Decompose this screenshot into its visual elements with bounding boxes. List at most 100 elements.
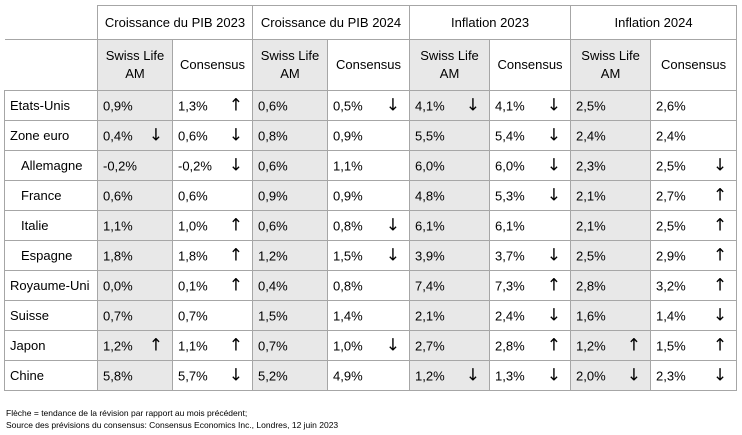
arrow-down-icon: ↓ xyxy=(546,365,562,385)
arrow-down-icon: ↓ xyxy=(546,185,562,205)
arrow-up-icon: ↑ xyxy=(228,95,244,115)
arrow-down-icon: ↓ xyxy=(546,95,562,115)
value-text: 1,0% xyxy=(333,338,363,353)
arrow-down-icon: ↓ xyxy=(228,365,244,385)
swiss-life-value-cell: 1,5% xyxy=(252,300,329,331)
row-label: Suisse xyxy=(4,300,98,331)
cell-content: 1,1% xyxy=(328,151,409,180)
consensus-value-cell: 2,9% ↑ xyxy=(650,240,738,271)
cell-content: 2,5% ↓ xyxy=(651,151,736,180)
arrow-down-icon: ↓ xyxy=(385,95,401,115)
cell-content: 0,7% xyxy=(253,331,327,360)
swiss-life-value-cell: 4,1% ↓ xyxy=(409,90,491,121)
value-text: 4,1% xyxy=(495,98,525,113)
cell-content: 5,2% xyxy=(253,361,327,390)
consensus-value-cell: 2,7% ↑ xyxy=(650,180,738,211)
consensus-value-cell: 0,1% ↑ xyxy=(171,270,254,301)
row-label: Zone euro xyxy=(4,120,98,151)
value-text: 2,5% xyxy=(576,98,606,113)
cell-content: 2,7% xyxy=(410,331,489,360)
swiss-life-value-cell: -0,2% xyxy=(97,150,173,181)
swiss-life-value-cell: 3,9% xyxy=(409,240,491,271)
cell-content: 1,3% ↑ xyxy=(173,91,252,120)
value-text: 0,4% xyxy=(258,278,288,293)
cell-content: 2,8% xyxy=(571,271,650,300)
cell-content: 0,0% xyxy=(98,271,172,300)
cell-content: 1,2% ↓ xyxy=(410,361,489,390)
cell-content: 1,2% ↑ xyxy=(571,331,650,360)
cell-content: 0,8% ↓ xyxy=(328,211,409,240)
consensus-value-cell: 3,7% ↓ xyxy=(489,240,572,271)
swiss-life-value-cell: 0,6% xyxy=(252,150,329,181)
value-text: 0,6% xyxy=(258,218,288,233)
arrow-down-icon: ↓ xyxy=(385,245,401,265)
cell-content: 1,1% ↑ xyxy=(173,331,252,360)
consensus-value-cell: 1,5% ↓ xyxy=(327,240,411,271)
consensus-value-cell: 1,1% xyxy=(327,150,411,181)
value-text: 0,5% xyxy=(333,98,363,113)
value-text: 1,6% xyxy=(576,308,606,323)
cell-content: 1,5% xyxy=(253,301,327,330)
row-label: Japon xyxy=(4,330,98,361)
swiss-life-value-cell: 6,1% xyxy=(409,210,491,241)
cell-content: 7,4% xyxy=(410,271,489,300)
arrow-down-icon: ↓ xyxy=(712,365,728,385)
swiss-life-value-cell: 1,8% xyxy=(97,240,173,271)
swiss-life-value-cell: 2,5% xyxy=(570,240,652,271)
consensus-value-cell: -0,2% ↓ xyxy=(171,150,254,181)
row-label: Royaume-Uni xyxy=(4,270,98,301)
arrow-up-icon: ↑ xyxy=(228,245,244,265)
cell-content: 0,7% xyxy=(98,301,172,330)
value-text: 2,6% xyxy=(656,98,686,113)
value-text: 1,2% xyxy=(576,338,606,353)
consensus-value-cell: 1,5% ↑ xyxy=(650,330,738,361)
value-text: 5,2% xyxy=(258,368,288,383)
cell-content: 5,4% ↓ xyxy=(490,121,570,150)
arrow-down-icon: ↓ xyxy=(712,155,728,175)
arrow-down-icon: ↓ xyxy=(465,95,481,115)
subheader-consensus: Consensus xyxy=(489,39,572,91)
value-text: 6,1% xyxy=(495,218,525,233)
row-label: Italie xyxy=(4,210,98,241)
arrow-up-icon: ↑ xyxy=(712,245,728,265)
value-text: 1,5% xyxy=(258,308,288,323)
arrow-up-icon: ↑ xyxy=(546,335,562,355)
value-text: 0,6% xyxy=(178,128,208,143)
arrow-down-icon: ↓ xyxy=(546,155,562,175)
cell-content: 2,5% ↑ xyxy=(651,211,736,240)
cell-content: -0,2% ↓ xyxy=(173,151,252,180)
consensus-value-cell: 1,1% ↑ xyxy=(171,330,254,361)
cell-content: 5,3% ↓ xyxy=(490,181,570,210)
cell-content: 1,0% ↑ xyxy=(173,211,252,240)
cell-content: 1,5% ↓ xyxy=(328,241,409,270)
consensus-value-cell: 7,3% ↑ xyxy=(489,270,572,301)
consensus-value-cell: 2,6% xyxy=(650,90,738,121)
cell-content: 1,4% xyxy=(328,301,409,330)
arrow-up-icon: ↑ xyxy=(228,215,244,235)
value-text: 1,2% xyxy=(103,338,133,353)
value-text: 1,2% xyxy=(258,248,288,263)
swiss-life-value-cell: 0,4% xyxy=(252,270,329,301)
value-text: 1,4% xyxy=(333,308,363,323)
swiss-life-value-cell: 1,2% xyxy=(252,240,329,271)
swiss-life-value-cell: 2,8% xyxy=(570,270,652,301)
arrow-down-icon: ↓ xyxy=(546,305,562,325)
value-text: 4,1% xyxy=(415,98,445,113)
arrow-down-icon: ↓ xyxy=(465,365,481,385)
arrow-down-icon: ↓ xyxy=(712,305,728,325)
value-text: 5,4% xyxy=(495,128,525,143)
cell-content: 0,4% xyxy=(253,271,327,300)
swiss-life-value-cell: 5,5% xyxy=(409,120,491,151)
group-header-inflation-2024: Inflation 2024 xyxy=(570,5,738,40)
cell-content: 1,2% xyxy=(253,241,327,270)
swiss-life-value-cell: 2,1% xyxy=(409,300,491,331)
consensus-value-cell: 2,4% ↓ xyxy=(489,300,572,331)
table-row: Japon 1,2% ↑ 1,1% ↑ 0,7% 1,0% ↓ 2,7% 2,8% ↑ 1,2% ↑ 1,… xyxy=(4,330,738,361)
swiss-life-value-cell: 5,8% xyxy=(97,360,173,391)
cell-content: -0,2% xyxy=(98,151,172,180)
cell-content: 5,7% ↓ xyxy=(173,361,252,390)
value-text: 0,8% xyxy=(258,128,288,143)
swiss-life-value-cell: 2,0% ↓ xyxy=(570,360,652,391)
cell-content: 0,9% xyxy=(98,91,172,120)
value-text: 0,9% xyxy=(258,188,288,203)
